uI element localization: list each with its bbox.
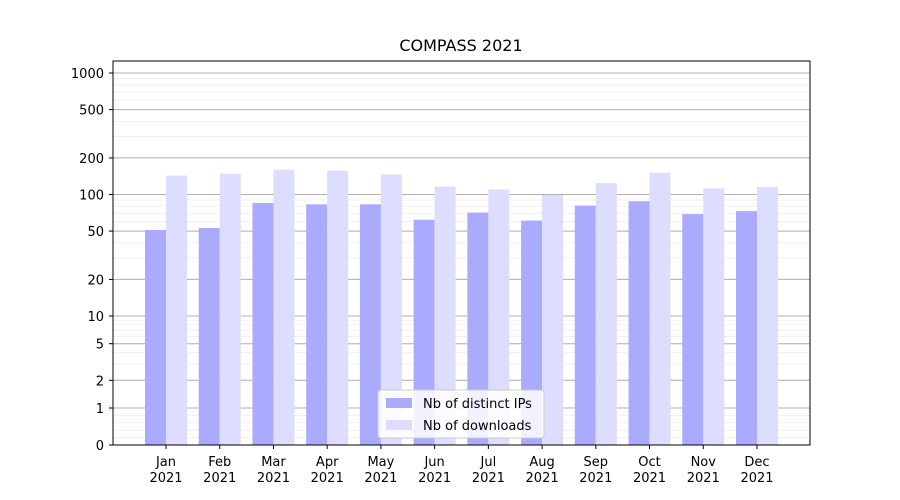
x-tick-label-year: 2021 <box>579 471 612 486</box>
bar-downloads-jun <box>434 186 456 446</box>
x-tick-label-year: 2021 <box>149 471 182 486</box>
y-tick-label: 2 <box>96 374 104 389</box>
bar-distinct-ips-jun <box>413 219 435 445</box>
y-tick-label: 1000 <box>71 67 104 82</box>
x-tick-label-year: 2021 <box>740 471 773 486</box>
bar-downloads-may <box>380 174 402 445</box>
x-tick-label-month: Mar <box>261 455 286 470</box>
y-tick-label: 50 <box>87 225 104 240</box>
bar-distinct-ips-sep <box>574 205 596 445</box>
x-tick-label-year: 2021 <box>633 471 666 486</box>
bar-downloads-oct <box>649 172 671 445</box>
bar-distinct-ips-aug <box>521 220 543 445</box>
x-tick-label-year: 2021 <box>203 471 236 486</box>
legend-swatch-distinct-ips <box>386 398 412 408</box>
x-tick-label-year: 2021 <box>311 471 344 486</box>
bar-downloads-mar <box>273 169 295 446</box>
x-tick-label-month: May <box>367 455 394 470</box>
x-tick-label-month: Nov <box>691 455 717 470</box>
x-tick-label-month: Apr <box>316 455 339 470</box>
y-tick-label: 20 <box>87 273 104 288</box>
y-tick-label: 100 <box>79 189 104 204</box>
x-tick-label-month: Dec <box>744 455 769 470</box>
x-tick-label-year: 2021 <box>687 471 720 486</box>
y-tick-label: 10 <box>87 310 104 325</box>
x-tick-label-month: Aug <box>529 455 554 470</box>
legend-swatch-downloads <box>386 420 412 430</box>
y-tick-label: 200 <box>79 152 104 167</box>
bar-downloads-sep <box>595 183 617 445</box>
chart-title: COMPASS 2021 <box>399 36 522 55</box>
bar-distinct-ips-may <box>359 204 381 445</box>
bar-distinct-ips-mar <box>252 203 274 445</box>
bar-downloads-jan <box>166 175 187 445</box>
plot-frame <box>112 60 811 446</box>
x-tick-label-month: Sep <box>584 455 609 470</box>
bar-downloads-nov <box>703 188 725 445</box>
bar-distinct-ips-jan <box>145 230 166 445</box>
bar-distinct-ips-feb <box>198 228 220 445</box>
bar-downloads-apr <box>327 170 349 446</box>
legend-frame <box>377 389 545 439</box>
x-tick-label-month: Feb <box>208 455 231 470</box>
bar-downloads-jul <box>488 189 510 445</box>
x-tick-label-month: Oct <box>638 455 660 470</box>
y-tick-label: 5 <box>96 338 104 353</box>
x-tick-label-month: Jul <box>480 455 497 470</box>
x-tick-label-year: 2021 <box>472 471 505 486</box>
legend-label-downloads: Nb of downloads <box>423 419 532 434</box>
bar-distinct-ips-apr <box>306 204 328 445</box>
bar-distinct-ips-nov <box>682 214 704 445</box>
bar-downloads-aug <box>542 195 564 445</box>
x-tick-label-year: 2021 <box>257 471 290 486</box>
x-tick-label-year: 2021 <box>364 471 397 486</box>
x-tick-label-year: 2021 <box>526 471 559 486</box>
y-tick-label: 1 <box>96 402 104 417</box>
legend-label-distinct-ips: Nb of distinct IPs <box>423 397 532 412</box>
bar-downloads-dec <box>757 187 778 445</box>
axes: 01251020501002005001000Jan2021Feb2021Mar… <box>71 60 811 486</box>
bar-distinct-ips-jul <box>467 212 489 445</box>
x-tick-label-year: 2021 <box>418 471 451 486</box>
bar-distinct-ips-dec <box>736 211 757 445</box>
bars <box>145 169 778 446</box>
x-tick-label-month: Jun <box>423 455 444 470</box>
y-tick-label: 0 <box>96 439 104 454</box>
bar-downloads-feb <box>219 173 241 445</box>
legend: Nb of distinct IPs Nb of downloads <box>377 389 545 439</box>
y-tick-label: 500 <box>79 104 104 119</box>
x-tick-label-month: Jan <box>155 455 176 470</box>
bar-distinct-ips-oct <box>628 201 650 445</box>
